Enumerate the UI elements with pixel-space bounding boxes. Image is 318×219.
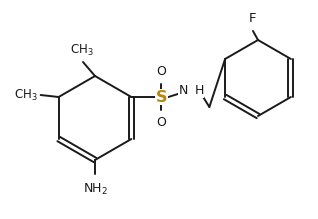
Text: NH$_2$: NH$_2$ [82,182,107,197]
Text: CH$_3$: CH$_3$ [14,87,38,102]
Text: N: N [179,85,188,97]
Text: O: O [156,116,166,129]
Text: H: H [194,85,204,97]
Text: CH$_3$: CH$_3$ [70,43,94,58]
Text: S: S [156,90,167,104]
Text: F: F [249,12,257,25]
Text: O: O [156,65,166,78]
